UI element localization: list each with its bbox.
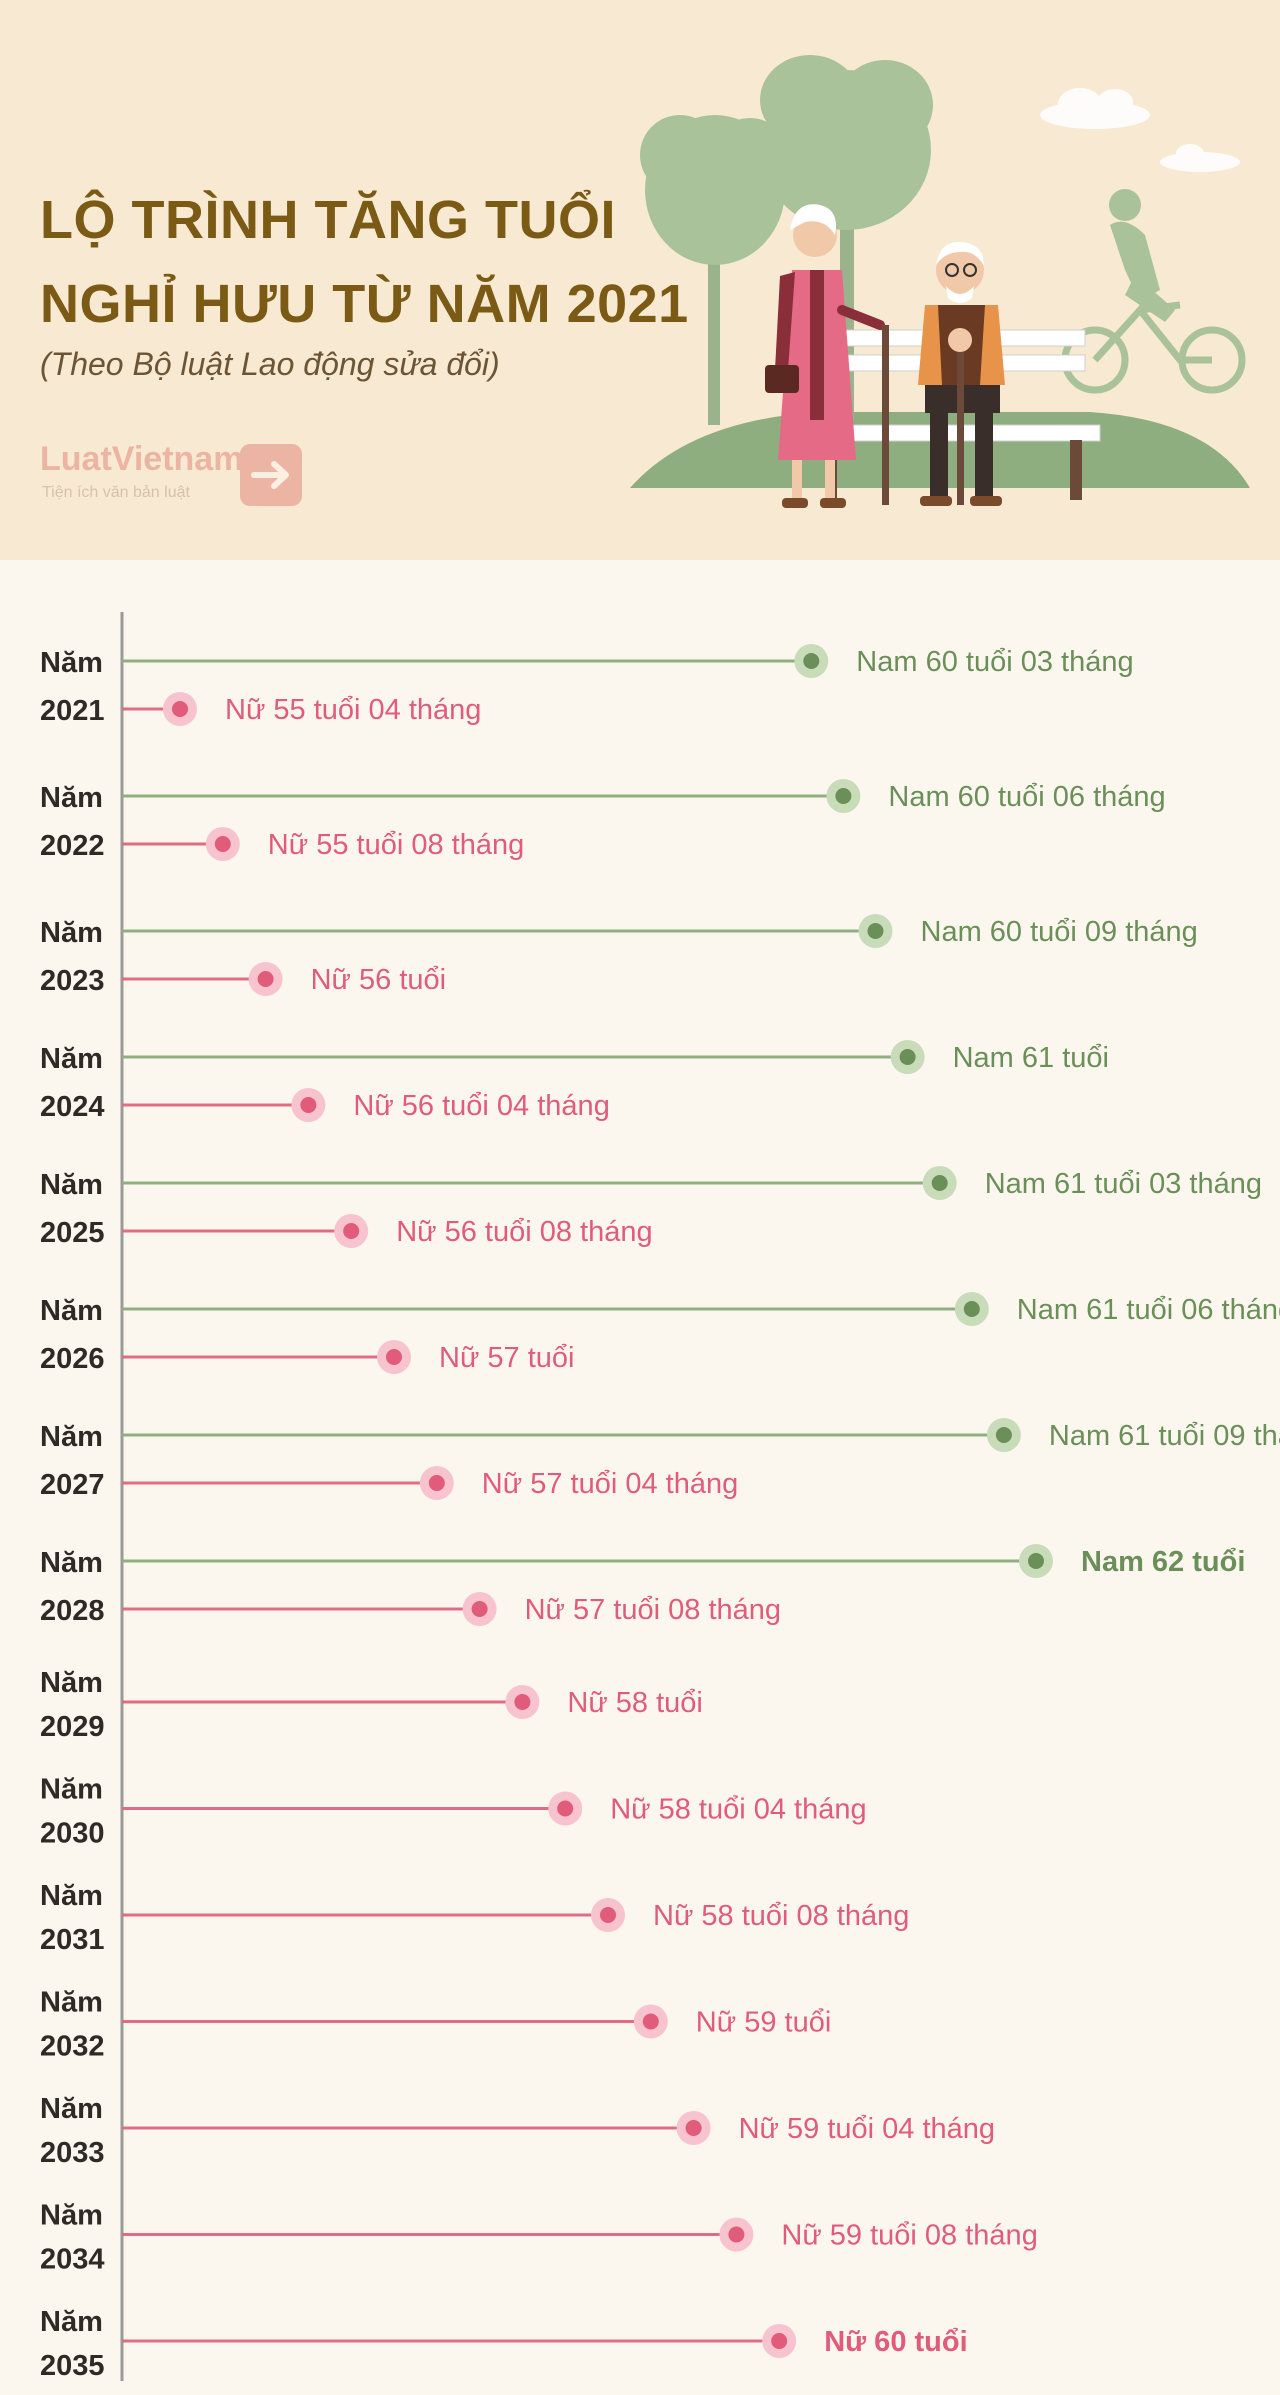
male-point <box>835 788 852 804</box>
male-value-label: Nam 60 tuổi 06 tháng <box>888 781 1165 813</box>
female-value-label: Nữ 57 tuổi <box>439 1342 574 1374</box>
male-point <box>803 653 820 669</box>
male-point <box>867 923 884 939</box>
female-point <box>685 2120 702 2136</box>
male-value-label: Nam 60 tuổi 03 tháng <box>856 646 1133 678</box>
female-point <box>172 701 188 717</box>
male-point <box>931 1175 948 1191</box>
male-point <box>963 1301 980 1317</box>
female-value-label: Nữ 55 tuổi 08 tháng <box>268 829 524 861</box>
timeline-chart: Năm 2021 Nam 60 tuổi 03 tháng Nữ 55 tuổi 04… <box>40 612 1280 2382</box>
year-label: 2021 <box>40 695 105 727</box>
year-label: 2030 <box>40 1818 105 1850</box>
year-prefix-label: Năm <box>40 1547 103 1579</box>
logo-tagline: Tiện ích văn bản luật <box>42 484 190 501</box>
year-label: 2033 <box>40 2137 105 2169</box>
elderly-woman-icon <box>765 204 889 508</box>
year-prefix-label: Năm <box>40 1774 103 1806</box>
year-label: 2028 <box>40 1595 105 1627</box>
male-point <box>995 1427 1012 1443</box>
year-prefix-label: Năm <box>40 1880 103 1912</box>
male-value-label: Nam 61 tuổi 09 tháng <box>1049 1420 1280 1452</box>
male-value-label: Nam 61 tuổi 03 tháng <box>985 1168 1262 1200</box>
female-value-label: Nữ 56 tuổi 08 tháng <box>396 1216 652 1248</box>
year-prefix-label: Năm <box>40 1421 103 1453</box>
year-prefix-label: Năm <box>40 1667 103 1699</box>
year-label: 2026 <box>40 1343 105 1375</box>
male-value-label: Nam 61 tuổi 06 tháng <box>1017 1294 1280 1326</box>
female-point <box>557 1800 574 1817</box>
female-value-label: Nữ 58 tuổi 04 tháng <box>610 1794 866 1826</box>
subtitle: (Theo Bộ luật Lao động sửa đổi) <box>40 346 500 382</box>
retirement-age-timeline: Năm 2021 Nam 60 tuổi 03 tháng Nữ 55 tuổi 04… <box>0 560 1280 2395</box>
female-value-label: Nữ 59 tuổi 08 tháng <box>781 2220 1037 2252</box>
female-point <box>257 971 274 987</box>
female-value-label: Nữ 59 tuổi 04 tháng <box>739 2113 995 2145</box>
header-banner: LỘ TRÌNH TĂNG TUỔI NGHỈ HƯU TỪ NĂM 2021 … <box>0 0 1280 560</box>
female-point <box>428 1475 445 1491</box>
female-point <box>300 1097 317 1113</box>
elderly-man-icon <box>918 241 1005 506</box>
year-label: 2035 <box>40 2350 105 2382</box>
year-prefix-label: Năm <box>40 2306 103 2338</box>
female-point <box>728 2226 745 2243</box>
female-point <box>471 1601 488 1617</box>
year-label: 2024 <box>40 1091 105 1123</box>
year-prefix-label: Năm <box>40 1295 103 1327</box>
female-value-label: Nữ 60 tuổi <box>824 2326 967 2358</box>
female-point <box>771 2333 788 2349</box>
male-point <box>899 1049 916 1065</box>
elderly-couple-illustration <box>630 55 1250 508</box>
female-value-label: Nữ 56 tuổi <box>311 964 446 996</box>
male-value-label: Nam 60 tuổi 09 tháng <box>921 916 1198 948</box>
year-label: 2032 <box>40 2031 105 2063</box>
male-value-label: Nam 61 tuổi <box>953 1042 1109 1074</box>
female-value-label: Nữ 55 tuổi 04 tháng <box>225 694 481 726</box>
female-value-label: Nữ 58 tuổi 08 tháng <box>653 1900 909 1932</box>
male-value-label: Nam 62 tuổi <box>1081 1546 1245 1578</box>
logo-arrow-icon <box>240 444 302 506</box>
year-prefix-label: Năm <box>40 917 103 949</box>
year-label: 2031 <box>40 1924 105 1956</box>
title-line-2: NGHỈ HƯU TỪ NĂM 2021 <box>40 274 689 334</box>
female-point <box>214 836 231 852</box>
year-prefix-label: Năm <box>40 1169 103 1201</box>
cloud-icon <box>1040 88 1240 172</box>
female-value-label: Nữ 57 tuổi 04 tháng <box>482 1468 738 1500</box>
logo-text: LuatVietnam <box>40 440 244 478</box>
tree-icon <box>640 55 933 425</box>
year-label: 2023 <box>40 965 105 997</box>
title-line-1: LỘ TRÌNH TĂNG TUỔI <box>40 190 616 250</box>
brand-logo: LuatVietnam Tiện ích văn bản luật <box>40 440 320 510</box>
female-point <box>600 1907 616 1923</box>
year-prefix-label: Năm <box>40 2093 103 2125</box>
male-point <box>1028 1553 1044 1569</box>
year-label: 2025 <box>40 1217 105 1249</box>
cyclist-icon <box>1061 301 1246 394</box>
female-value-label: Nữ 57 tuổi 08 tháng <box>525 1594 781 1626</box>
year-prefix-label: Năm <box>40 647 103 679</box>
female-value-label: Nữ 56 tuổi 04 tháng <box>353 1090 609 1122</box>
year-label: 2034 <box>40 2244 105 2276</box>
cyclist-body-icon <box>1109 189 1175 322</box>
year-prefix-label: Năm <box>40 1987 103 2019</box>
female-value-label: Nữ 59 tuổi <box>696 2007 831 2039</box>
female-point <box>642 2013 659 2030</box>
female-point <box>343 1223 360 1239</box>
year-prefix-label: Năm <box>40 1043 103 1075</box>
year-label: 2029 <box>40 1711 105 1743</box>
year-prefix-label: Năm <box>40 782 103 814</box>
year-label: 2027 <box>40 1469 105 1501</box>
female-point <box>386 1349 402 1365</box>
page-title: LỘ TRÌNH TĂNG TUỔI NGHỈ HƯU TỪ NĂM 2021 <box>40 178 689 346</box>
year-label: 2022 <box>40 830 105 862</box>
female-value-label: Nữ 58 tuổi <box>567 1687 702 1719</box>
female-point <box>514 1694 531 1710</box>
year-prefix-label: Năm <box>40 2200 103 2232</box>
